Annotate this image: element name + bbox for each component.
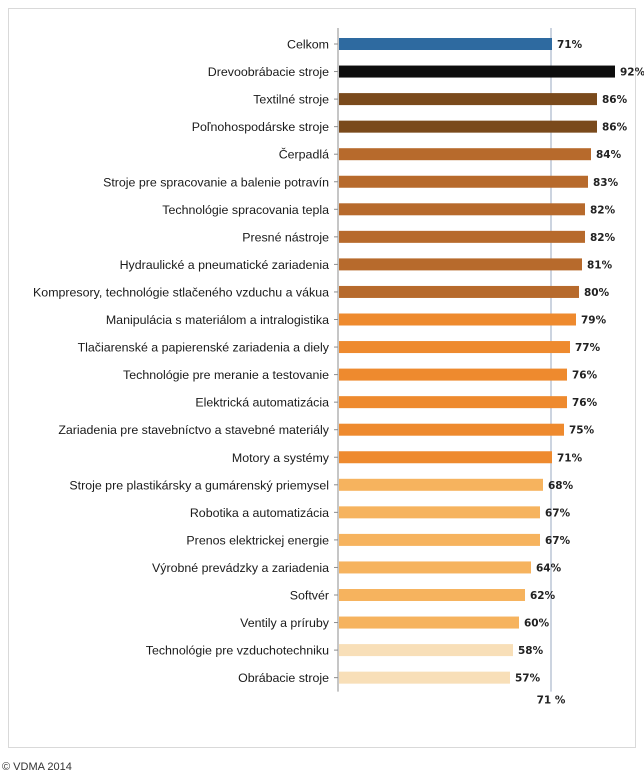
- bar: [339, 396, 567, 409]
- bar: [339, 478, 543, 491]
- category-label: Tlačiarenské a papierenské zariadenia a …: [78, 341, 330, 355]
- category-label: Obrábacie stroje: [238, 671, 329, 685]
- category-label: Ventily a príruby: [240, 616, 330, 630]
- value-label: 67%: [545, 535, 571, 547]
- bar: [339, 561, 531, 574]
- bar: [339, 148, 591, 161]
- value-label: 92%: [620, 67, 644, 79]
- value-label: 84%: [596, 149, 622, 161]
- bar: [339, 533, 540, 546]
- category-label: Technológie spracovania tepla: [162, 203, 329, 217]
- copyright-note: © VDMA 2014: [2, 761, 72, 773]
- bar: [339, 368, 567, 381]
- value-label: 68%: [548, 480, 574, 492]
- value-label: 86%: [602, 122, 628, 134]
- value-label: 81%: [587, 259, 613, 271]
- value-label: 83%: [593, 177, 619, 189]
- value-label: 76%: [572, 370, 598, 382]
- value-label: 80%: [584, 287, 610, 299]
- value-label: 71%: [557, 39, 583, 51]
- category-label: Prenos elektrickej energie: [186, 533, 329, 547]
- bar: [339, 616, 519, 629]
- bar: [339, 313, 576, 326]
- bar: [339, 203, 585, 216]
- bar: [339, 38, 552, 50]
- value-label: 82%: [590, 204, 616, 216]
- bar: [339, 589, 525, 601]
- category-label: Celkom: [287, 38, 329, 52]
- category-label: Poľnohospodárske stroje: [192, 120, 329, 134]
- value-label: 75%: [569, 425, 595, 437]
- bar: [339, 341, 570, 354]
- value-label: 62%: [530, 590, 556, 602]
- bar: [339, 258, 582, 271]
- bar: [339, 175, 588, 188]
- category-label: Motory a systémy: [232, 451, 330, 465]
- bar: [339, 120, 597, 133]
- value-label: 67%: [545, 507, 571, 519]
- bar: [339, 671, 510, 684]
- category-label: Zariadenia pre stavebníctvo a stavebné m…: [58, 423, 329, 437]
- bar: [339, 423, 564, 436]
- value-label: 64%: [536, 562, 562, 574]
- category-label: Hydraulické a pneumatické zariadenia: [120, 258, 329, 272]
- category-label: Presné nástroje: [242, 230, 329, 244]
- bar: [339, 285, 579, 298]
- category-label: Technológie pre vzduchotechniku: [146, 644, 329, 658]
- category-label: Stroje pre plastikársky a gumárenský pri…: [69, 478, 329, 492]
- category-label: Stroje pre spracovanie a balenie potraví…: [103, 175, 329, 189]
- bar: [339, 230, 585, 243]
- value-label: 60%: [524, 618, 550, 630]
- value-label: 58%: [518, 645, 544, 657]
- category-label: Manipulácia s materiálom a intralogistik…: [106, 313, 329, 327]
- category-label: Výrobné prevádzky a zariadenia: [152, 561, 329, 575]
- value-label: 82%: [590, 232, 616, 244]
- bar: [339, 644, 513, 657]
- value-label: 86%: [602, 94, 628, 106]
- bar: [339, 65, 615, 78]
- category-label: Kompresory, technológie stlačeného vzduc…: [33, 285, 329, 299]
- category-label: Elektrická automatizácia: [195, 396, 329, 410]
- category-label: Robotika a automatizácia: [190, 506, 329, 520]
- value-label: 77%: [575, 342, 601, 354]
- category-label: Softvér: [290, 589, 329, 603]
- category-label: Čerpadlá: [279, 147, 329, 162]
- value-label: 57%: [515, 673, 541, 685]
- value-label: 79%: [581, 315, 607, 327]
- category-label: Textilné stroje: [253, 93, 329, 107]
- reference-line-label: 71 %: [537, 695, 566, 707]
- value-label: 71%: [557, 452, 583, 464]
- category-label: Technológie pre meranie a testovanie: [123, 368, 329, 382]
- value-label: 76%: [572, 397, 598, 409]
- bar: [339, 451, 552, 464]
- category-label: Drevoobrábacie stroje: [208, 65, 329, 79]
- bar: [339, 506, 540, 519]
- chart-panel: [8, 8, 636, 748]
- bar: [339, 93, 597, 106]
